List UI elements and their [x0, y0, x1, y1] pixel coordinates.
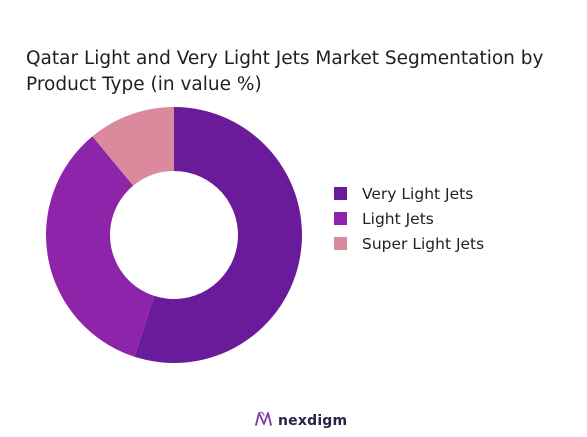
legend-item-light-jets: Light Jets	[334, 206, 484, 231]
legend-swatch-very-light-jets	[334, 187, 347, 200]
brand-name: nexdigm	[278, 413, 348, 429]
chart-title: Qatar Light and Very Light Jets Market S…	[26, 48, 544, 95]
nexdigm-logo-icon	[254, 410, 274, 432]
legend: Very Light Jets Light Jets Super Light J…	[334, 181, 484, 256]
brand-footer: nexdigm	[254, 410, 347, 432]
legend-item-super-light-jets: Super Light Jets	[334, 231, 484, 256]
legend-label-very-light-jets: Very Light Jets	[362, 184, 474, 203]
legend-swatch-super-light-jets	[334, 237, 347, 250]
legend-item-very-light-jets: Very Light Jets	[334, 181, 484, 206]
donut-slice-light-jets	[46, 136, 155, 357]
donut-slice-very-light-jets	[134, 107, 302, 363]
legend-label-super-light-jets: Super Light Jets	[362, 234, 485, 253]
legend-swatch-light-jets	[334, 212, 347, 225]
donut-slice-super-light-jets	[92, 107, 174, 186]
legend-label-light-jets: Light Jets	[362, 209, 434, 228]
